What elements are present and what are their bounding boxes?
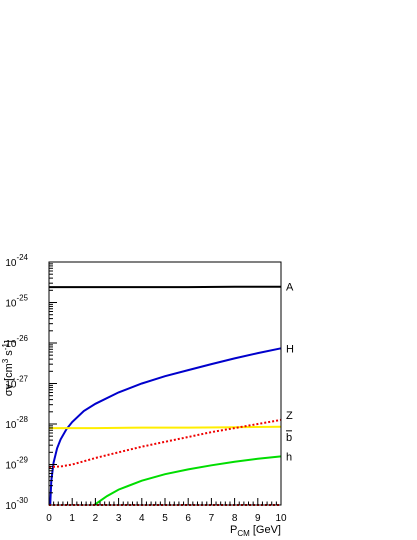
series-line-b bbox=[48, 418, 282, 468]
y-tick-label: 10-27 bbox=[5, 375, 28, 391]
series-label-b: b bbox=[286, 432, 292, 444]
series-line-h bbox=[93, 455, 282, 506]
series-label-A: A bbox=[286, 282, 294, 294]
x-tick-label: 0 bbox=[46, 513, 52, 524]
x-tick-label: 4 bbox=[139, 513, 145, 524]
y-tick-label: 10-28 bbox=[5, 415, 28, 431]
x-tick-label: 3 bbox=[116, 513, 122, 524]
x-tick-label: 7 bbox=[209, 513, 215, 524]
label-layer: A H Zbh bbox=[286, 282, 294, 463]
x-tick-label: 8 bbox=[232, 513, 238, 524]
tick-layer: 0 1 2 3 4 5 6 7 8 9 10 10-24 10-25 10-26 10-27 10-28 10-… bbox=[5, 253, 287, 524]
x-tick-label: 5 bbox=[162, 513, 168, 524]
x-tick-label: 9 bbox=[255, 513, 261, 524]
x-tick-label: 2 bbox=[93, 513, 99, 524]
y-tick-label: 10-24 bbox=[5, 253, 28, 269]
x-tick-label: 1 bbox=[69, 513, 75, 524]
series-label-h: h bbox=[286, 451, 292, 463]
y-tick-label: 10-29 bbox=[5, 456, 28, 472]
x-tick-label: 10 bbox=[275, 513, 287, 524]
x-tick-label: 6 bbox=[185, 513, 191, 524]
y-tick-label: 10-25 bbox=[5, 294, 28, 310]
series-label-H: H bbox=[286, 343, 294, 355]
y-tick-label: 10-26 bbox=[5, 334, 28, 350]
y-axis-label: σv [cm3 s-1] bbox=[1, 340, 15, 396]
series-line-H bbox=[49, 347, 282, 506]
x-axis-label: PCM [GeV] bbox=[230, 524, 281, 538]
series-label-Z: Z bbox=[286, 410, 293, 422]
y-tick-label: 10-30 bbox=[5, 496, 28, 512]
